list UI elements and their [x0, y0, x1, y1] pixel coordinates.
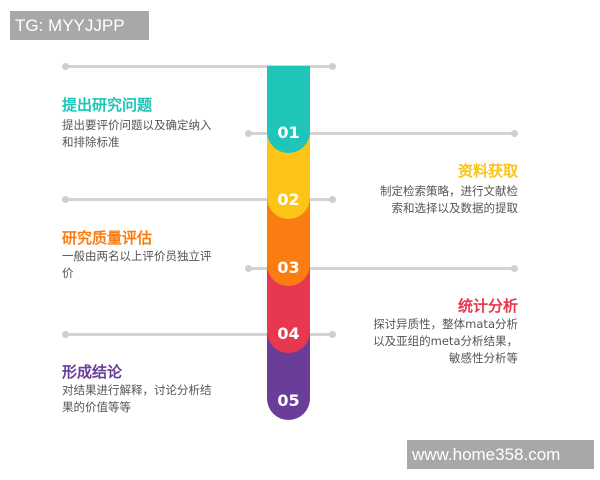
- connector-line: [62, 63, 336, 70]
- step-title: 统计分析: [457, 297, 518, 315]
- step-title: 提出研究问题: [62, 96, 153, 114]
- step-description: 提出要评价问题以及确定纳入和排除标准: [62, 118, 212, 149]
- step-title: 形成结论: [62, 363, 123, 381]
- connector-line: [62, 196, 336, 203]
- watermark-bottom-right: www.home358.com: [407, 440, 594, 469]
- step-number: 05: [277, 391, 300, 410]
- connector-line: [245, 130, 518, 137]
- step-number: 02: [277, 190, 300, 209]
- step-description: 一般由两名以上评价员独立评价: [62, 249, 212, 280]
- step-description: 对结果进行解释，讨论分析结果的价值等等: [62, 383, 212, 414]
- step-title: 研究质量评估: [62, 229, 153, 247]
- watermark-top-left: TG: MYYJJPP: [10, 11, 149, 40]
- step-description: 制定检索策略，进行文献检索和选择以及数据的提取: [380, 184, 518, 215]
- connector-line: [245, 265, 518, 272]
- step-description: 探讨异质性，整体mata分析以及亚组的meta分析结果，敏感性分析等: [373, 317, 518, 365]
- step-title: 资料获取: [457, 162, 518, 180]
- connector-line: [62, 331, 336, 338]
- step-number: 03: [277, 258, 300, 277]
- step-number: 01: [277, 123, 300, 142]
- step-number: 04: [277, 324, 300, 343]
- step-segment-01: 01: [267, 66, 310, 153]
